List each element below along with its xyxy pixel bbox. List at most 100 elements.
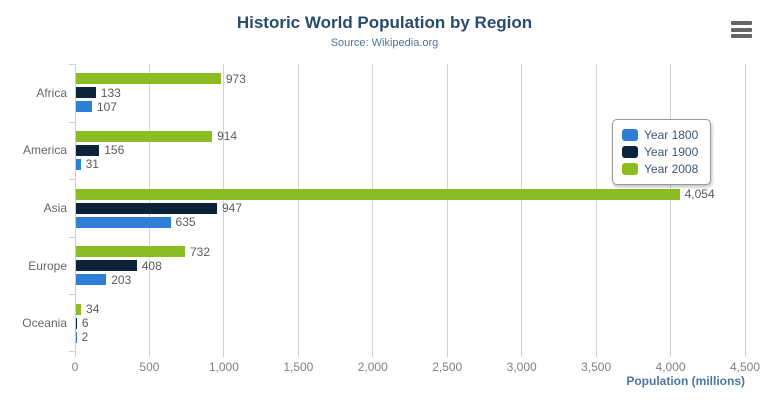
bar-asia-year-1900[interactable]	[76, 202, 217, 214]
x-axis-tick	[297, 352, 299, 357]
bar-data-label: 31	[85, 157, 99, 172]
x-axis-tick	[446, 352, 448, 357]
bar-line: 914	[76, 129, 237, 143]
bar-africa-year-1800[interactable]	[76, 101, 92, 113]
bar-data-label: 408	[141, 258, 162, 273]
bar-data-label: 6	[81, 316, 89, 331]
x-tick-label: 2,000	[357, 360, 388, 374]
gridline	[297, 64, 299, 352]
bar-data-label: 973	[225, 71, 246, 86]
category-label-asia: Asia	[43, 201, 67, 215]
hamburger-icon	[731, 34, 752, 38]
bar-data-label: 34	[86, 302, 100, 317]
bar-africa-year-1900[interactable]	[76, 87, 96, 99]
hamburger-icon	[731, 21, 752, 25]
bar-data-label: 947	[221, 201, 243, 215]
legend-swatch	[622, 163, 638, 175]
bar-data-label: 635	[175, 215, 196, 229]
x-axis-title: Population (millions)	[626, 374, 745, 388]
x-axis-tick	[372, 352, 374, 357]
y-axis-line	[75, 64, 76, 352]
legend-item-label: Year 1900	[644, 145, 699, 159]
bar-line: 156	[76, 143, 125, 158]
bar-oceania-year-2008[interactable]	[76, 303, 82, 315]
x-axis-tick	[148, 352, 150, 357]
bar-line: 31	[76, 157, 99, 172]
x-axis-tick	[74, 352, 76, 357]
category-label-africa: Africa	[36, 85, 67, 100]
bar-data-label: 203	[111, 272, 132, 287]
bar-line: 635	[76, 215, 196, 229]
bar-line: 203	[76, 272, 132, 287]
bar-asia-year-2008[interactable]	[76, 188, 680, 200]
y-axis-tick	[69, 64, 75, 65]
bar-line: 947	[76, 201, 243, 215]
x-axis-tick	[744, 352, 746, 357]
legend-item-label: Year 1800	[644, 128, 699, 142]
legend-item-year-1800[interactable]: Year 1800	[622, 128, 698, 142]
bar-europe-year-1800[interactable]	[76, 274, 107, 286]
category-label-oceania: Oceania	[22, 316, 67, 331]
category-label-europe: Europe	[28, 258, 67, 273]
bar-line: 107	[76, 99, 117, 114]
bar-line: 2	[76, 330, 89, 345]
bar-data-label: 107	[96, 99, 117, 114]
chart-title: Historic World Population by Region	[236, 13, 533, 32]
x-tick-label: 3,500	[581, 360, 612, 374]
gridline	[670, 64, 672, 352]
plot-area: 0 500 1,000 1,500 2,000 2,500 3,000 3,500 4,000 4…	[22, 64, 760, 374]
gridline	[223, 64, 225, 352]
bar-asia-year-1800[interactable]	[76, 216, 171, 228]
x-tick-label: 2,500	[432, 360, 463, 374]
chart-subtitle: Source: Wikipedia.org	[330, 37, 439, 49]
category-label-america: America	[22, 143, 67, 158]
x-axis-tick	[223, 352, 225, 357]
bar-line: 408	[76, 258, 162, 273]
legend-swatch	[622, 129, 638, 141]
legend-item-label: Year 2008	[644, 162, 699, 176]
x-tick-label: 0	[71, 360, 79, 374]
legend-swatch	[622, 146, 638, 158]
bar-line: 4,054	[76, 187, 715, 201]
bar-data-label: 2	[81, 330, 89, 345]
bar-line: 133	[76, 85, 121, 100]
gridline	[372, 64, 374, 352]
y-axis-tick	[69, 121, 75, 123]
bar-data-label: 732	[189, 244, 211, 259]
gridline	[744, 64, 746, 352]
x-tick-label: 3,000	[506, 360, 537, 374]
bar-line: 973	[76, 71, 246, 86]
bar-line: 732	[76, 244, 211, 259]
bar-europe-year-1900[interactable]	[76, 260, 137, 272]
bar-line: 34	[76, 302, 100, 317]
bar-line: 6	[76, 316, 89, 331]
bar-america-year-1800[interactable]	[76, 158, 81, 170]
x-axis-tick	[521, 352, 523, 357]
legend-item-year-1900[interactable]: Year 1900	[622, 145, 698, 159]
x-tick-label: 1,000	[208, 360, 239, 374]
bar-oceania-year-1800[interactable]	[76, 331, 77, 343]
x-tick-label: 4,500	[729, 360, 761, 374]
x-tick-label: 1,500	[283, 360, 314, 374]
legend-item-year-2008[interactable]: Year 2008	[622, 162, 698, 176]
legend: Year 1800 Year 1900 Year 2008	[612, 119, 712, 185]
y-axis-tick	[69, 236, 75, 238]
x-tick-label: 500	[139, 360, 160, 374]
bar-oceania-year-1900[interactable]	[76, 317, 77, 329]
bar-africa-year-2008[interactable]	[76, 73, 221, 85]
bar-data-label: 156	[104, 143, 125, 158]
bar-europe-year-2008[interactable]	[76, 246, 185, 258]
x-axis-tick	[595, 352, 597, 357]
gridline	[446, 64, 448, 352]
gridline	[595, 64, 597, 352]
x-axis-tick	[670, 352, 672, 357]
bar-america-year-1900[interactable]	[76, 144, 100, 156]
y-axis-tick	[69, 294, 75, 296]
bar-america-year-2008[interactable]	[76, 130, 213, 142]
x-tick-label: 4,000	[655, 360, 686, 374]
y-axis-tick	[69, 351, 75, 352]
y-axis-tick	[69, 179, 75, 181]
bar-data-label: 133	[100, 85, 121, 100]
export-menu-button[interactable]	[731, 21, 752, 38]
